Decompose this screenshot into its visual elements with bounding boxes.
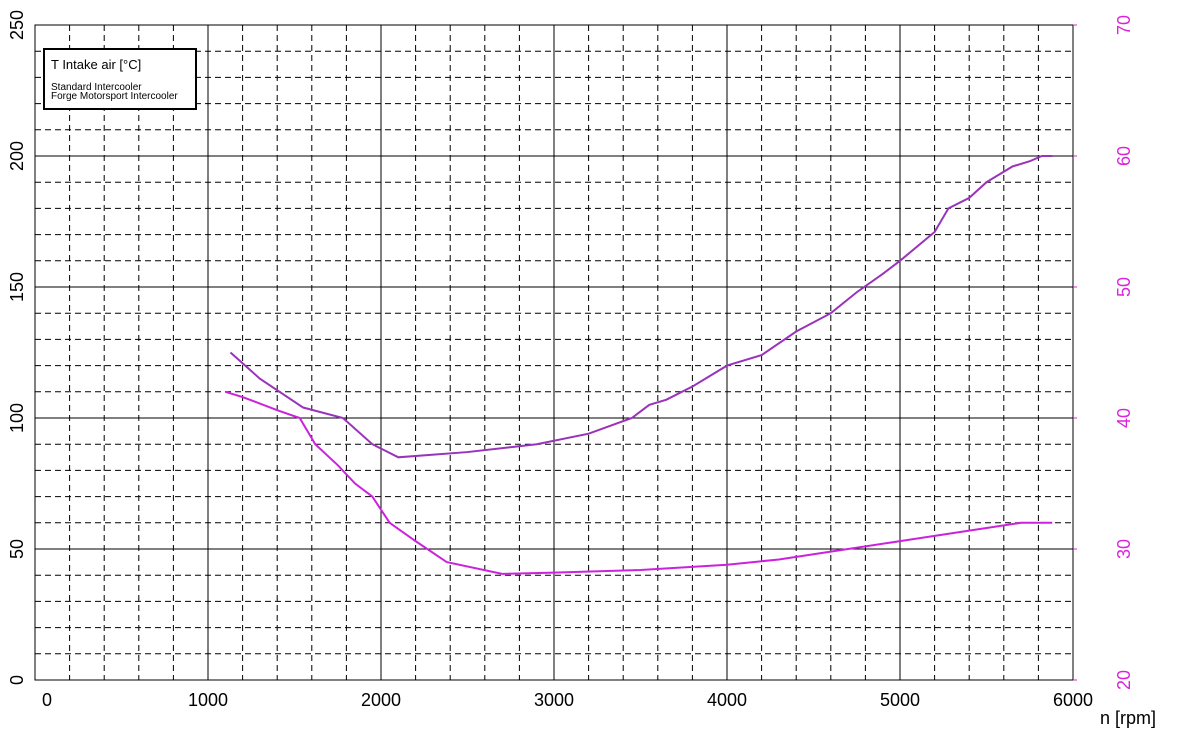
y2-tick-label: 40	[1114, 408, 1134, 428]
legend: T Intake air [°C] Standard Intercooler F…	[43, 48, 197, 110]
x-tick-label: 0	[42, 690, 52, 710]
y2-tick-label: 20	[1114, 670, 1134, 690]
y-tick-label: 250	[7, 10, 27, 40]
y-tick-label: 100	[7, 403, 27, 433]
y-tick-label: 200	[7, 141, 27, 171]
x-tick-label: 3000	[534, 690, 574, 710]
y2-tick-label: 50	[1114, 277, 1134, 297]
y-tick-label: 0	[7, 675, 27, 685]
legend-entry: Standard Intercooler	[51, 82, 142, 93]
grid	[34, 24, 1074, 681]
x-tick-label: 5000	[880, 690, 920, 710]
x-tick-label: 4000	[707, 690, 747, 710]
legend-entry: Forge Motorsport Intercooler	[51, 91, 178, 102]
lines	[225, 155, 1053, 575]
y2-tick-label: 60	[1114, 146, 1134, 166]
legend-title: T Intake air [°C]	[51, 57, 141, 72]
legend-box	[43, 48, 197, 110]
series-line	[225, 390, 1053, 575]
y2-tick-label: 70	[1114, 15, 1134, 35]
x-axis-label: n [rpm]	[1100, 708, 1156, 728]
y-tick-label: 50	[7, 539, 27, 559]
series-line	[229, 155, 1053, 459]
x-tick-label: 2000	[361, 690, 401, 710]
x-tick-label: 6000	[1053, 690, 1093, 710]
x-tick-label: 1000	[188, 690, 228, 710]
y-tick-label: 150	[7, 272, 27, 302]
y2-tick-label: 30	[1114, 539, 1134, 559]
